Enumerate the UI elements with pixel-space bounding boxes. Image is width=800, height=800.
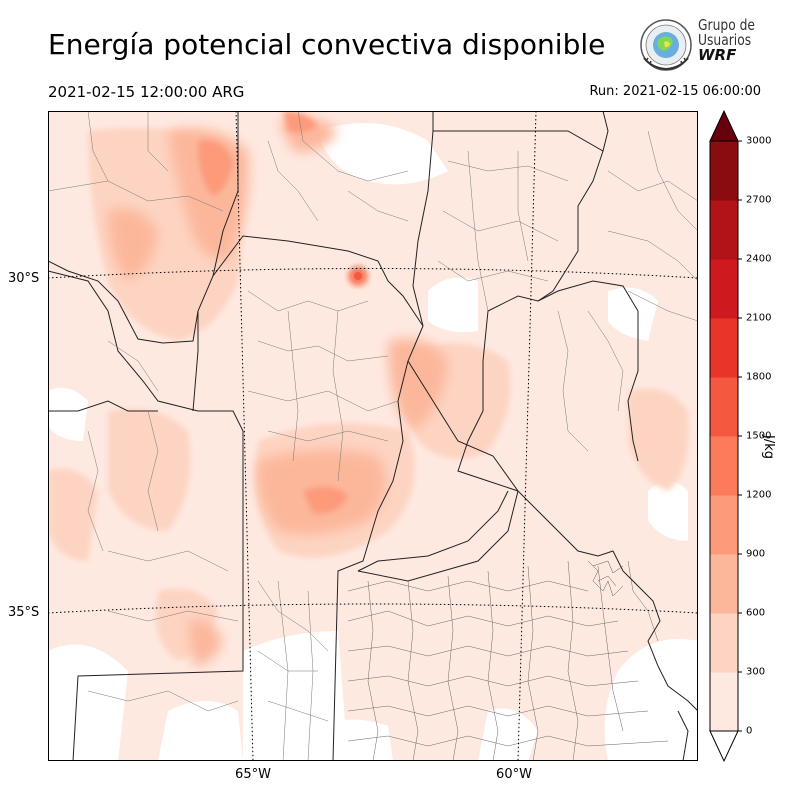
colorbar-tick-label: 3000 [746,135,772,147]
valid-time: 2021-02-15 12:00:00 ARG [48,83,245,101]
colorbar-tick-label: 1200 [746,489,772,501]
logo-text-line1: Grupo de [698,16,756,34]
map-title: Energía potencial convectiva disponible [48,28,606,61]
lon-label-65w: 65°W [235,767,271,782]
colorbar-tick-label: 300 [746,666,766,678]
cape-map [48,111,698,761]
colorbar-segment [710,613,738,673]
colorbar-segment [710,436,738,496]
colorbar [709,109,742,763]
lon-label-60w: 60°W [496,767,532,782]
colorbar-segment [710,318,738,378]
wrf-users-logo: Grupo de Usuarios WRF [638,18,758,74]
colorbar-segment [710,377,738,437]
cape-900-1200-areas [198,111,348,514]
colorbar-segment [710,200,738,260]
cape-1200-1500-areas [348,266,368,286]
colorbar-tick-label: 900 [746,548,766,560]
globe-seal-icon [640,19,692,71]
logo-text-line3: WRF [698,46,737,64]
lat-label-35s: 35°S [8,605,40,620]
province-borders [48,111,639,761]
department-borders [48,111,698,761]
colorbar-segment [710,672,738,732]
colorbar-under-arrow [709,730,739,763]
colorbar-tick-label: 600 [746,607,766,619]
run-time: Run: 2021-02-15 06:00:00 [589,84,761,99]
colorbar-segment [710,141,738,201]
graticule [48,111,698,761]
cape-below-zero-areas [48,123,698,761]
logo-text-line2: Usuarios [698,31,752,49]
colorbar-tick-label: 2400 [746,253,772,265]
colorbar-segment [710,554,738,614]
coastline [357,490,698,761]
buenos-aires-partidos [347,560,669,761]
colorbar-over-arrow [709,109,739,142]
amba-cluster [587,560,624,597]
colorbar-tick-label: 1500 [746,430,772,442]
colorbar-tick-label: 2700 [746,194,772,206]
colorbar-segment [710,259,738,319]
colorbar-tick-label: 0 [746,725,753,737]
colorbar-tick-label: 1800 [746,371,772,383]
colorbar-segment [710,495,738,555]
lat-label-30s: 30°S [8,271,40,286]
colorbar-tick-label: 2100 [746,312,772,324]
colorbar-unit-label: J/kg [761,435,776,459]
